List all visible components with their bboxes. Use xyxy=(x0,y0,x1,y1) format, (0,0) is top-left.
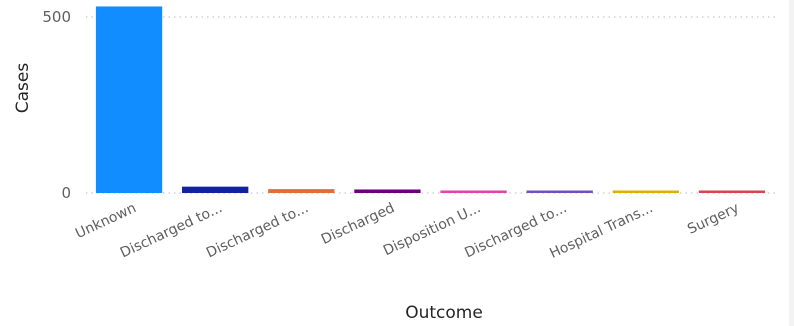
x-category-label: Surgery xyxy=(685,200,741,238)
bar-5[interactable] xyxy=(440,190,507,194)
y-tick-label: 0 xyxy=(61,184,71,202)
bar-4[interactable] xyxy=(354,189,421,193)
x-category-label: Unknown xyxy=(73,200,139,242)
y-axis-title: Cases xyxy=(13,63,33,114)
x-category-label: Discharged xyxy=(319,200,397,248)
bar-7[interactable] xyxy=(612,190,679,194)
bar-6[interactable] xyxy=(526,190,593,194)
bar-3[interactable] xyxy=(268,189,335,193)
x-axis-title: Outcome xyxy=(405,303,483,323)
bar-2[interactable] xyxy=(182,186,249,193)
y-tick-label: 500 xyxy=(42,8,71,26)
bar-1[interactable] xyxy=(95,6,163,193)
bar-8[interactable] xyxy=(698,190,766,194)
